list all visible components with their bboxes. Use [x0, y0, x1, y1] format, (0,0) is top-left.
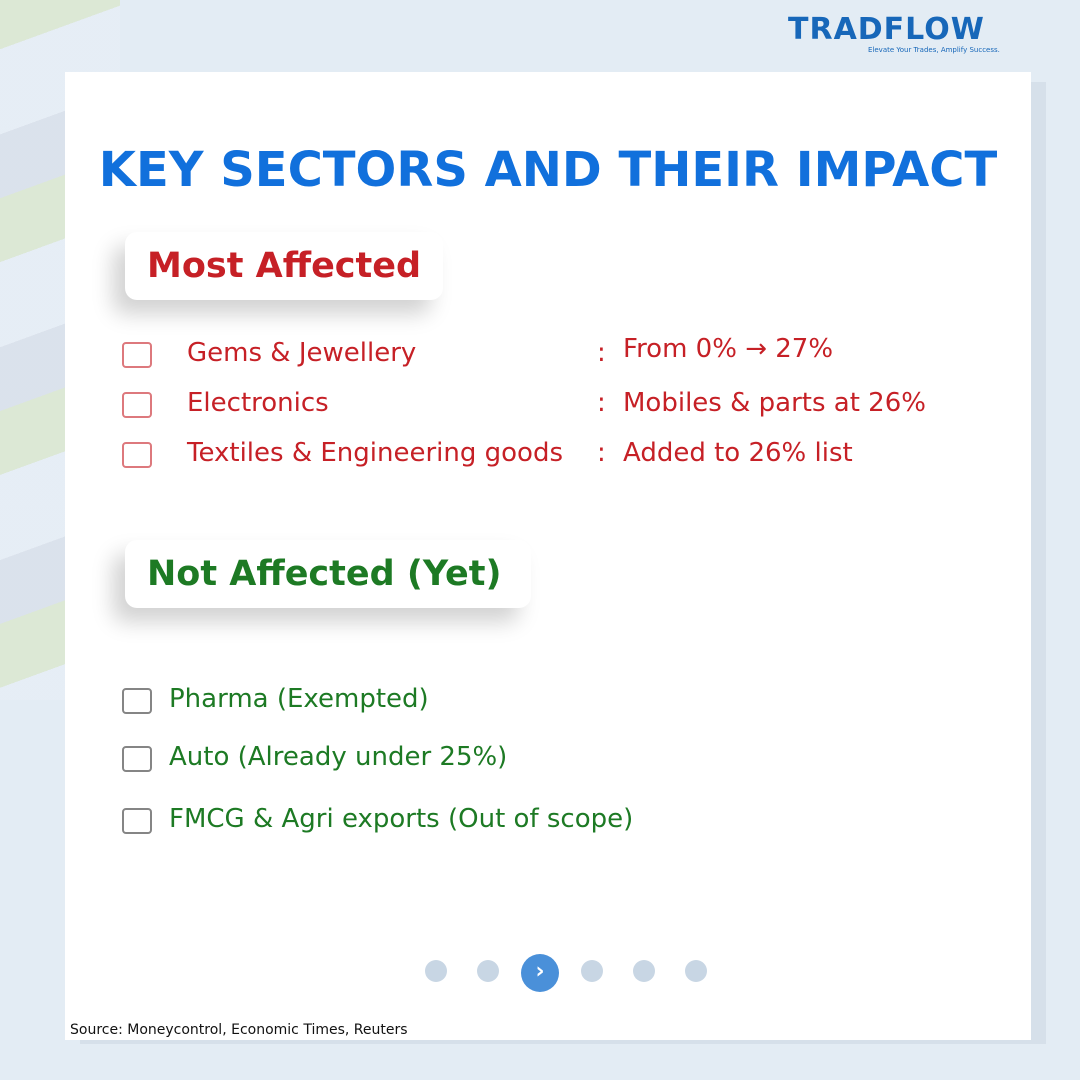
- sector-icon: [122, 746, 152, 772]
- sector-icon: [122, 688, 152, 714]
- separator: :: [597, 338, 606, 368]
- source-note: Source: Moneycontrol, Economic Times, Re…: [70, 1022, 408, 1038]
- page-dot[interactable]: [685, 960, 707, 982]
- page-dot[interactable]: [633, 960, 655, 982]
- sector-icon: [122, 342, 152, 368]
- page-dot[interactable]: [581, 960, 603, 982]
- title: KEY SECTORS AND THEIR IMPACT: [98, 142, 998, 198]
- sector-icon: [122, 442, 152, 468]
- section-heading: Not Affected (Yet): [125, 540, 532, 608]
- card: KEY SECTORS AND THEIR IMPACT Most Affect…: [65, 72, 1031, 1040]
- separator: :: [597, 388, 606, 418]
- sector-detail: Mobiles & parts at 26%: [623, 388, 926, 418]
- sector-name: Gems & Jewellery: [187, 338, 417, 368]
- page-dot[interactable]: [425, 960, 447, 982]
- sector-name: Textiles & Engineering goods: [187, 438, 564, 468]
- sector-icon: [122, 808, 152, 834]
- sector-icon: [122, 392, 152, 418]
- sector-name: Electronics: [187, 388, 329, 418]
- page-dot[interactable]: [477, 960, 499, 982]
- sector-item: Pharma (Exempted): [169, 684, 429, 714]
- separator: :: [597, 438, 606, 468]
- sector-item: FMCG & Agri exports (Out of scope): [169, 804, 634, 834]
- next-button[interactable]: ›: [521, 954, 559, 992]
- brand-logo: TRADFLOW: [788, 12, 985, 47]
- brand-tagline: Elevate Your Trades, Amplify Success.: [868, 46, 1000, 54]
- section-heading: Most Affected: [125, 232, 444, 300]
- sector-detail: From 0% → 27%: [623, 334, 834, 364]
- sector-item: Auto (Already under 25%): [169, 742, 508, 772]
- sector-detail: Added to 26% list: [623, 438, 853, 468]
